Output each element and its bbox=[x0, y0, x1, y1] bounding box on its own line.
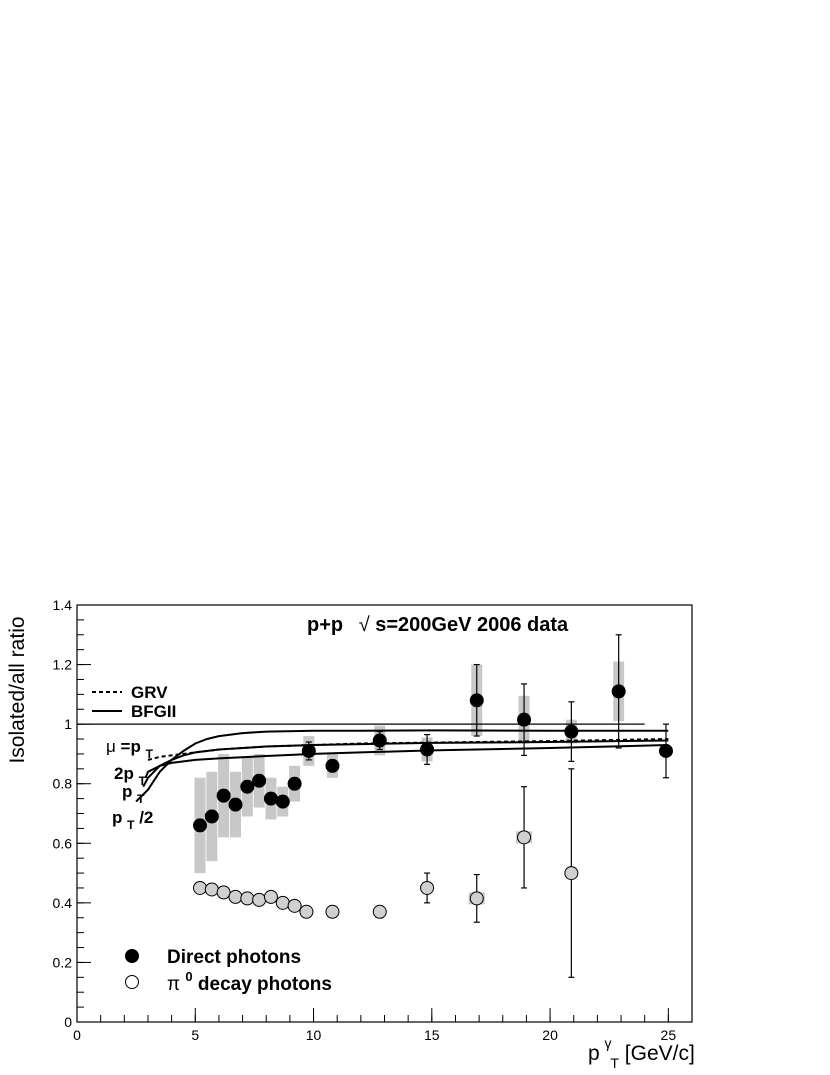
legend-decay-rest: decay photons bbox=[198, 974, 332, 995]
x-tick-label: 0 bbox=[73, 1027, 81, 1043]
marker-legend: Direct photons π 0 decay photons bbox=[125, 947, 332, 995]
direct-photon-point bbox=[240, 779, 255, 794]
decay-photon-point bbox=[372, 904, 387, 919]
decay-photon-point bbox=[216, 885, 231, 900]
scale-label-2pt-base: 2p bbox=[114, 764, 134, 783]
scale-label-mu-eq: =p bbox=[121, 737, 141, 756]
direct-photon-point bbox=[372, 733, 387, 748]
direct-photon-point bbox=[517, 712, 532, 727]
y-tick-label: 1 bbox=[64, 716, 72, 732]
y-tick-label: 0 bbox=[64, 1014, 72, 1030]
decay-photon-point bbox=[517, 830, 532, 845]
scale-label-pt: p T bbox=[122, 782, 145, 806]
decay-photon-point bbox=[252, 892, 267, 907]
direct-photon-point bbox=[216, 788, 231, 803]
decay-photon-point bbox=[240, 891, 255, 906]
x-tick-label: 20 bbox=[542, 1027, 558, 1043]
x-tick-label: 5 bbox=[191, 1027, 199, 1043]
decay-photon-point bbox=[193, 880, 207, 895]
direct-photon-point bbox=[263, 791, 278, 806]
direct-photon-point bbox=[658, 743, 673, 758]
chart-title-rest: s=200GeV 2006 data bbox=[375, 614, 569, 636]
decay-photon-point bbox=[228, 889, 243, 904]
decay-photon-point bbox=[263, 889, 278, 904]
legend-decay-label: π 0 decay photons bbox=[167, 965, 332, 995]
theory-curve-mu-pt bbox=[147, 738, 669, 761]
chart-title: p+p √ s=200GeV 2006 data bbox=[307, 614, 569, 636]
direct-photon-point bbox=[228, 797, 243, 812]
x-axis-label: p γ T [GeV/c] bbox=[588, 1030, 695, 1073]
decay-photon-point bbox=[420, 880, 435, 895]
scale-label-pt-half-base: p bbox=[112, 808, 122, 827]
data-points-layer bbox=[193, 634, 673, 978]
scale-label-pt-half-rest: /2 bbox=[139, 808, 153, 827]
scale-label-pt-sub: T bbox=[137, 792, 145, 806]
scale-label-mu-sub: T bbox=[146, 747, 154, 761]
theory-curve-pt-2 bbox=[135, 729, 669, 803]
x-tick-label: 10 bbox=[306, 1027, 322, 1043]
y-tick-label: 0.2 bbox=[53, 954, 73, 970]
y-tick-label: 1.2 bbox=[53, 657, 73, 673]
legend-direct-marker bbox=[125, 949, 139, 963]
decay-photon-point bbox=[564, 866, 579, 881]
direct-photon-point bbox=[301, 743, 316, 758]
direct-photon-point bbox=[564, 724, 579, 739]
scale-label-pt-half: p T /2 bbox=[112, 808, 153, 833]
scale-label-pt-half-sub: T bbox=[127, 818, 135, 832]
x-axis-label-unit: [GeV/c] bbox=[625, 1042, 695, 1065]
direct-photon-point bbox=[420, 742, 435, 757]
scale-labels: μ =p T 2p T p T p T /2 bbox=[106, 737, 154, 833]
y-tick-label: 1.4 bbox=[53, 597, 73, 613]
legend-direct-label: Direct photons bbox=[167, 947, 301, 968]
scale-label-2pt: 2p T bbox=[114, 764, 147, 788]
y-tick-label: 0.6 bbox=[53, 835, 73, 851]
scale-label-2pt-sub: T bbox=[139, 774, 147, 788]
direct-photon-point bbox=[611, 684, 626, 699]
direct-photon-point bbox=[469, 693, 484, 708]
x-axis-label-sup: γ bbox=[605, 1035, 612, 1051]
decay-photon-point bbox=[204, 882, 219, 897]
direct-photon-point bbox=[275, 794, 290, 809]
direct-photon-point bbox=[325, 758, 340, 773]
decay-photon-point bbox=[469, 891, 484, 906]
legend-decay-sym: π bbox=[167, 974, 180, 995]
y-tick-label: 0.8 bbox=[53, 776, 73, 792]
decay-photon-point bbox=[299, 904, 314, 919]
chart-title-lead: p+p bbox=[307, 614, 343, 636]
legend-grv-label: GRV bbox=[131, 683, 168, 702]
x-tick-label: 15 bbox=[424, 1027, 440, 1043]
chart-title-sqrt: √ bbox=[359, 614, 370, 636]
scale-label-mu-sym: μ bbox=[106, 737, 116, 756]
decay-photon-point bbox=[275, 895, 290, 910]
scale-label-pt-base: p bbox=[122, 782, 132, 801]
theory-legend: GRV BFGII bbox=[92, 683, 176, 721]
scale-label-mu: μ =p T bbox=[106, 737, 154, 761]
legend-decay-sup: 0 bbox=[185, 969, 192, 984]
direct-photon-point bbox=[204, 809, 219, 824]
legend-decay-marker bbox=[125, 975, 139, 989]
decay-photon-point bbox=[287, 898, 302, 913]
y-axis-label: Isolated/all ratio bbox=[6, 616, 29, 763]
direct-photon-point bbox=[252, 773, 267, 788]
legend-bfgii-label: BFGII bbox=[131, 702, 176, 721]
axes-layer: 0 0.2 0.4 0.6 0.8 1 1.2 1.4 0 5 10 15 20 25 bbox=[53, 597, 693, 1043]
direct-photon-point bbox=[287, 776, 302, 791]
x-axis-label-sub: T bbox=[610, 1055, 619, 1071]
y-tick-label: 0.4 bbox=[53, 895, 73, 911]
decay-photon-point bbox=[325, 904, 340, 919]
x-axis-label-base: p bbox=[588, 1042, 600, 1065]
direct-photon-point bbox=[193, 818, 207, 833]
x-tick-label: 25 bbox=[661, 1027, 677, 1043]
